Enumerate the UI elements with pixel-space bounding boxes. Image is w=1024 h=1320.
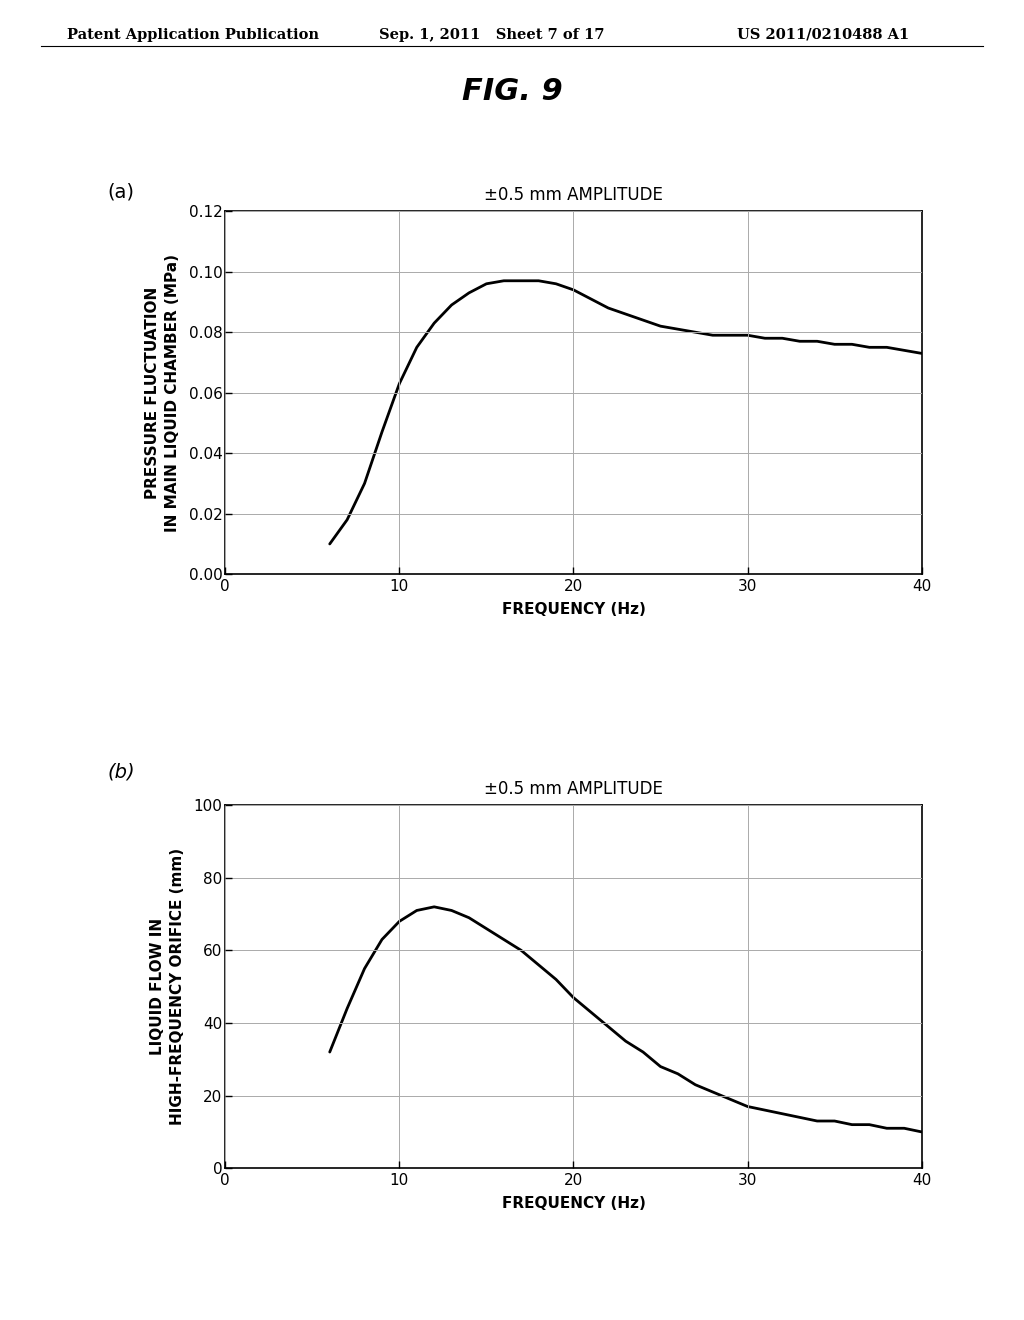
Text: FIG. 9: FIG. 9: [462, 77, 562, 106]
Text: US 2011/0210488 A1: US 2011/0210488 A1: [737, 28, 909, 42]
X-axis label: FREQUENCY (Hz): FREQUENCY (Hz): [502, 602, 645, 618]
Text: Sep. 1, 2011   Sheet 7 of 17: Sep. 1, 2011 Sheet 7 of 17: [379, 28, 604, 42]
Text: (a): (a): [108, 182, 134, 201]
Title: ±0.5 mm AMPLITUDE: ±0.5 mm AMPLITUDE: [484, 186, 663, 205]
Title: ±0.5 mm AMPLITUDE: ±0.5 mm AMPLITUDE: [484, 780, 663, 799]
Text: (b): (b): [108, 763, 135, 781]
X-axis label: FREQUENCY (Hz): FREQUENCY (Hz): [502, 1196, 645, 1212]
Y-axis label: PRESSURE FLUCTUATION
IN MAIN LIQUID CHAMBER (MPa): PRESSURE FLUCTUATION IN MAIN LIQUID CHAM…: [145, 253, 180, 532]
Text: Patent Application Publication: Patent Application Publication: [67, 28, 318, 42]
Y-axis label: LIQUID FLOW IN
HIGH-FREQUENCY ORIFICE (mm): LIQUID FLOW IN HIGH-FREQUENCY ORIFICE (m…: [151, 849, 185, 1125]
